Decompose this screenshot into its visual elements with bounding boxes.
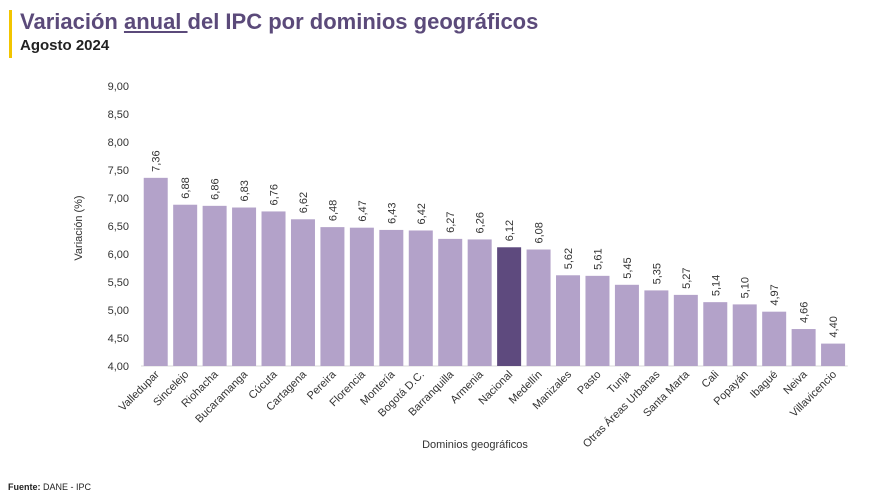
- bar: [762, 311, 787, 366]
- data-label: 6,83: [239, 180, 251, 201]
- chart-title: Variación anual del IPC por dominios geo…: [20, 9, 538, 35]
- bar: [821, 343, 846, 366]
- data-label: 5,35: [651, 263, 663, 284]
- data-label: 4,66: [799, 302, 811, 323]
- data-label: 4,40: [828, 316, 840, 337]
- x-tick-label: Valledupar: [117, 368, 162, 413]
- x-tick-label: Ibagué: [748, 369, 780, 401]
- bar: [497, 247, 522, 366]
- data-label: 6,76: [269, 184, 281, 205]
- data-label: 5,45: [622, 257, 634, 278]
- source-label: Fuente:: [8, 482, 41, 492]
- bar: [644, 290, 669, 366]
- bar: [379, 229, 404, 366]
- data-label: 5,61: [592, 248, 604, 269]
- x-tick-label: Cali: [700, 369, 722, 391]
- data-label: 6,08: [534, 222, 546, 243]
- bar: [703, 302, 728, 366]
- y-tick-label: 7,00: [108, 193, 129, 205]
- data-label: 4,97: [769, 284, 781, 305]
- bar: [732, 304, 757, 366]
- data-label: 6,42: [416, 203, 428, 224]
- bar: [232, 207, 257, 366]
- data-label: 6,48: [327, 200, 339, 221]
- bar: [290, 219, 315, 366]
- chart-subtitle: Agosto 2024: [20, 37, 110, 54]
- title-accent-bar: [9, 10, 12, 58]
- y-tick-label: 5,50: [108, 277, 129, 289]
- data-label: 6,27: [445, 211, 457, 232]
- data-label: 7,36: [151, 150, 163, 171]
- bar: [261, 211, 286, 366]
- bar-chart: 4,00 4,50 5,00 5,50 6,00 6,50 7,00 7,50 8,00 8,50…: [73, 81, 848, 451]
- data-label: 6,62: [298, 192, 310, 213]
- title-part-1: Variación: [20, 9, 124, 34]
- bar: [791, 329, 816, 366]
- bar: [438, 238, 463, 366]
- bar: [349, 227, 374, 366]
- y-tick-label: 8,50: [108, 109, 129, 121]
- bar: [614, 284, 639, 366]
- bar: [467, 239, 492, 366]
- y-tick-label: 5,00: [108, 305, 129, 317]
- y-tick-label: 4,50: [108, 333, 129, 345]
- y-tick-label: 7,50: [108, 165, 129, 177]
- y-tick-label: 9,00: [108, 81, 129, 93]
- bar: [585, 275, 610, 366]
- y-tick-label: 6,00: [108, 249, 129, 261]
- bar: [173, 204, 198, 366]
- x-tick-label: Bucaramanga: [193, 368, 251, 426]
- x-tick-label: Pasto: [575, 369, 603, 397]
- bar: [320, 227, 345, 366]
- data-label: 5,27: [681, 267, 693, 288]
- y-axis-title: Variación (%): [73, 195, 85, 260]
- data-label: 6,86: [210, 178, 222, 199]
- title-underlined-word: anual: [123, 9, 188, 34]
- bar: [408, 230, 433, 366]
- bar: [526, 249, 551, 366]
- bar: [202, 205, 227, 366]
- y-tick-label: 6,50: [108, 221, 129, 233]
- source-note: Fuente: DANE - IPC: [8, 482, 91, 492]
- bar: [556, 275, 581, 366]
- bar: [673, 294, 698, 366]
- source-text: DANE - IPC: [40, 482, 92, 492]
- data-label: 5,10: [740, 277, 752, 298]
- bar: [143, 177, 168, 366]
- data-label: 5,62: [563, 248, 575, 269]
- data-label: 6,12: [504, 220, 516, 241]
- data-label: 6,43: [386, 202, 398, 223]
- data-label: 6,88: [180, 177, 192, 198]
- x-axis-title: Dominios geográficos: [422, 439, 528, 451]
- data-label: 6,47: [357, 200, 369, 221]
- data-label: 5,14: [710, 275, 722, 296]
- y-tick-label: 8,00: [108, 137, 129, 149]
- title-part-2: del IPC por dominios geográficos: [187, 9, 539, 34]
- data-label: 6,26: [475, 212, 487, 233]
- y-tick-label: 4,00: [108, 361, 129, 373]
